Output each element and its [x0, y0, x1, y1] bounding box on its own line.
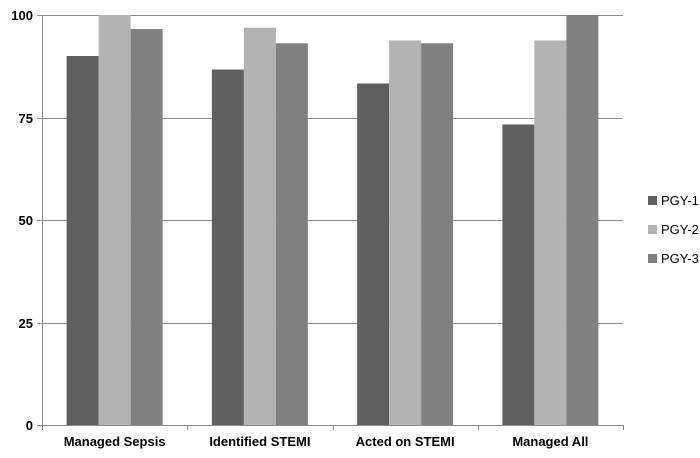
bar-pgy-3-1 [275, 43, 308, 425]
bar-pgy-1-0 [66, 56, 99, 425]
legend-swatch-pgy-3 [648, 254, 657, 263]
y-tick-label-25: 25 [19, 316, 33, 331]
bar-pgy-3-3 [566, 15, 599, 425]
x-category-label-2: Acted on STEMI [356, 434, 455, 449]
bar-pgy-3-2 [421, 43, 454, 425]
bar-pgy-3-0 [130, 28, 163, 425]
bar-pgy-2-2 [389, 40, 422, 426]
y-tick-labels: 0 25 50 75 100 [11, 8, 33, 433]
x-category-label-1: Identified STEMI [209, 434, 310, 449]
bar-pgy-1-3 [502, 124, 535, 425]
legend-swatch-pgy-2 [648, 225, 657, 234]
bar-pgy-2-3 [534, 40, 567, 426]
bar-pgy-1-1 [211, 69, 244, 425]
legend-swatch-pgy-1 [648, 196, 657, 205]
x-category-label-3: Managed All [512, 434, 588, 449]
x-category-labels: Managed Sepsis Identified STEMI Acted on S… [64, 434, 589, 449]
y-tick-label-75: 75 [19, 111, 33, 126]
bar-pgy-1-2 [357, 83, 390, 425]
axes [37, 15, 624, 430]
bars [66, 15, 599, 426]
bar-pgy-2-0 [98, 15, 131, 425]
x-category-label-0: Managed Sepsis [64, 434, 166, 449]
bar-pgy-2-1 [243, 27, 276, 426]
y-tick-label-100: 100 [11, 8, 33, 23]
legend-label-pgy-2: PGY-2 [661, 222, 699, 237]
y-tick-label-50: 50 [19, 213, 33, 228]
legend: PGY-1 PGY-2 PGY-3 [648, 193, 699, 266]
legend-label-pgy-1: PGY-1 [661, 193, 699, 208]
legend-label-pgy-3: PGY-3 [661, 251, 699, 266]
y-tick-label-0: 0 [26, 418, 33, 433]
